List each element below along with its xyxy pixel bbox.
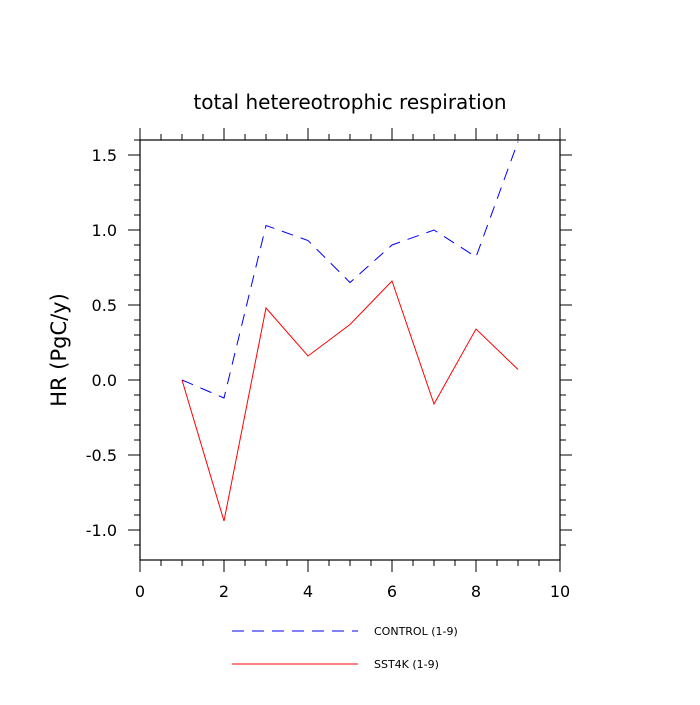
series-lines xyxy=(181,141,519,522)
axis-ticks: 0 2 4 6 8 10 -1.0 -0.5 0.0 0.5 1.0 1.5 xyxy=(86,128,572,601)
legend-label-sst4k: SST4K (1-9) xyxy=(374,658,439,671)
y-tick-label: 0.5 xyxy=(92,296,117,315)
y-tick-label: 0.0 xyxy=(92,371,117,390)
y-axis-label: HR (PgC/y) xyxy=(47,293,71,407)
x-tick-label: 2 xyxy=(219,582,229,601)
y-tick-label: -1.0 xyxy=(86,521,117,540)
chart-title: total hetereotrophic respiration xyxy=(193,90,506,114)
x-tick-label: 6 xyxy=(387,582,397,601)
x-tick-label: 4 xyxy=(303,582,313,601)
legend: CONTROL (1-9) SST4K (1-9) xyxy=(232,625,458,671)
legend-label-control: CONTROL (1-9) xyxy=(374,625,458,638)
x-tick-label: 10 xyxy=(550,582,570,601)
y-tick-label: 1.5 xyxy=(92,146,117,165)
y-tick-label: 1.0 xyxy=(92,221,117,240)
x-tick-label: 8 xyxy=(471,582,481,601)
series-line-sst4k xyxy=(181,280,519,522)
series-line-control xyxy=(181,141,519,399)
y-tick-label: -0.5 xyxy=(86,446,117,465)
plot-frame xyxy=(139,139,561,561)
x-tick-label: 0 xyxy=(135,582,145,601)
